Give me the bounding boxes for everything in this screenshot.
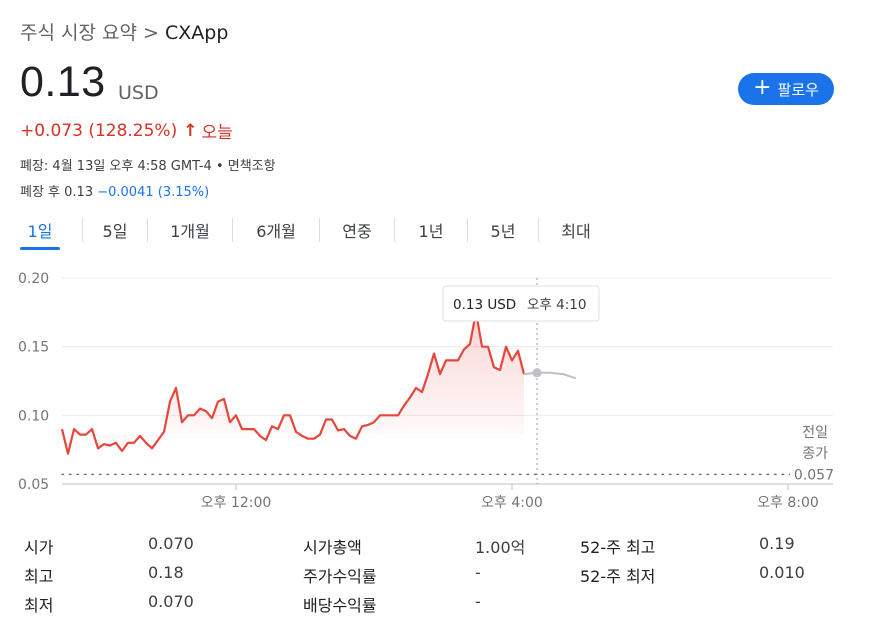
stat-value-market-cap: 1.00억: [475, 538, 526, 557]
previous-close-value: 0.057: [794, 467, 834, 483]
after-hours-price: 폐장 후 0.13: [20, 185, 94, 200]
tooltip-time: 오후 4:10: [527, 297, 586, 313]
breadcrumb-separator: >: [143, 22, 159, 44]
stat-label-pe-ratio: 주가수익률: [303, 567, 377, 586]
stat-label-high: 최고: [24, 567, 54, 586]
price-change-value: +0.073 (128.25%): [20, 120, 178, 141]
stat-label-52w-high: 52-주 최고: [580, 538, 656, 557]
time-range-tabs: 1일 5일 1개월 6개월 연중 1년 5년 최대: [20, 214, 613, 250]
tab-1-month[interactable]: 1개월: [170, 222, 210, 241]
tab-divider: [232, 218, 233, 242]
y-tick-label: 0.05: [18, 477, 49, 493]
stat-label-52w-low: 52-주 최저: [580, 567, 656, 586]
tab-divider: [538, 218, 539, 242]
stock-price: 0.13: [20, 58, 106, 106]
currency-label: USD: [118, 82, 159, 104]
tab-5-days[interactable]: 5일: [102, 222, 128, 241]
stat-label-dividend-yield: 배당수익률: [303, 596, 377, 615]
stat-value-pe-ratio: -: [475, 563, 481, 582]
x-tick-label: 오후 4:00: [481, 495, 543, 511]
price-change-period: 오늘: [201, 123, 233, 143]
tab-5-years[interactable]: 5년: [490, 222, 516, 241]
arrow-up-icon: ↑: [183, 120, 198, 141]
tooltip-price: 0.13 USD: [453, 297, 516, 313]
after-hours-info: 폐장 후 0.13 −0.0041 (3.15%): [20, 181, 209, 200]
y-axis-labels: 0.20 0.15 0.10 0.05: [18, 271, 49, 493]
market-closed-info: 폐장: 4월 13일 오후 4:58 GMT-4 • 면책조항: [20, 159, 276, 174]
x-axis: 오후 12:00 오후 4:00 오후 8:00: [62, 483, 833, 511]
stats-row: 시가 0.070 시가총액 1.00억 52-주 최고 0.19: [24, 534, 864, 563]
stat-value-open: 0.070: [148, 534, 194, 553]
stat-value-low: 0.070: [148, 592, 194, 611]
previous-close-label-text: 전일: [802, 425, 828, 441]
tab-divider: [394, 218, 395, 242]
breadcrumb: 주식 시장 요약 > CXApp: [20, 18, 228, 45]
follow-button-label: 팔로우: [777, 80, 819, 99]
tab-divider: [82, 218, 83, 242]
tab-max[interactable]: 최대: [561, 222, 591, 241]
tab-1-year[interactable]: 1년: [418, 222, 444, 241]
tab-ytd[interactable]: 연중: [342, 222, 372, 241]
stat-value-high: 0.18: [148, 563, 184, 582]
after-hours-change: −0.0041 (3.15%): [97, 185, 210, 200]
stat-label-open: 시가: [24, 538, 54, 557]
tab-1-day[interactable]: 1일: [20, 214, 60, 250]
plus-icon: +: [753, 75, 772, 100]
tooltip-box: [442, 285, 600, 322]
tab-divider: [147, 218, 148, 242]
hover-dot: [532, 368, 542, 378]
x-tick-label: 오후 12:00: [201, 495, 272, 511]
stat-value-52w-high: 0.19: [759, 534, 795, 553]
x-tick-label: 오후 8:00: [757, 495, 819, 511]
price-change: +0.073 (128.25%) ↑ 오늘: [20, 118, 233, 144]
y-tick-label: 0.10: [18, 408, 49, 424]
stats-row: 최저 0.070 배당수익률 -: [24, 592, 864, 621]
previous-close-label-text: 종가: [802, 446, 828, 462]
after-hours-line: [523, 371, 577, 380]
price-area-fill: [62, 312, 524, 454]
tab-6-months[interactable]: 6개월: [256, 222, 296, 241]
breadcrumb-current: CXApp: [164, 22, 229, 44]
stat-value-52w-low: 0.010: [759, 563, 805, 582]
follow-button[interactable]: + 팔로우: [738, 73, 834, 105]
tab-divider: [467, 218, 468, 242]
y-tick-label: 0.15: [18, 340, 49, 356]
previous-close-value-bg: [790, 465, 834, 484]
stat-label-market-cap: 시가총액: [303, 538, 362, 557]
stat-label-low: 최저: [24, 596, 54, 615]
stats-row: 최고 0.18 주가수익률 - 52-주 최저 0.010: [24, 563, 864, 592]
chart-tooltip: 0.13 USD 오후 4:10: [442, 285, 600, 322]
price-line: [60, 311, 526, 455]
breadcrumb-parent-link[interactable]: 주식 시장 요약: [20, 22, 137, 44]
stat-value-dividend-yield: -: [475, 592, 481, 611]
key-stats-table: 시가 0.070 시가총액 1.00억 52-주 최고 0.19 최고 0.18…: [24, 534, 864, 621]
y-tick-label: 0.20: [18, 271, 49, 287]
tab-divider: [319, 218, 320, 242]
price-chart[interactable]: 0.200.150.100.05 오후 12:00 오후 4:00 오후 8:00 …: [0, 262, 887, 522]
